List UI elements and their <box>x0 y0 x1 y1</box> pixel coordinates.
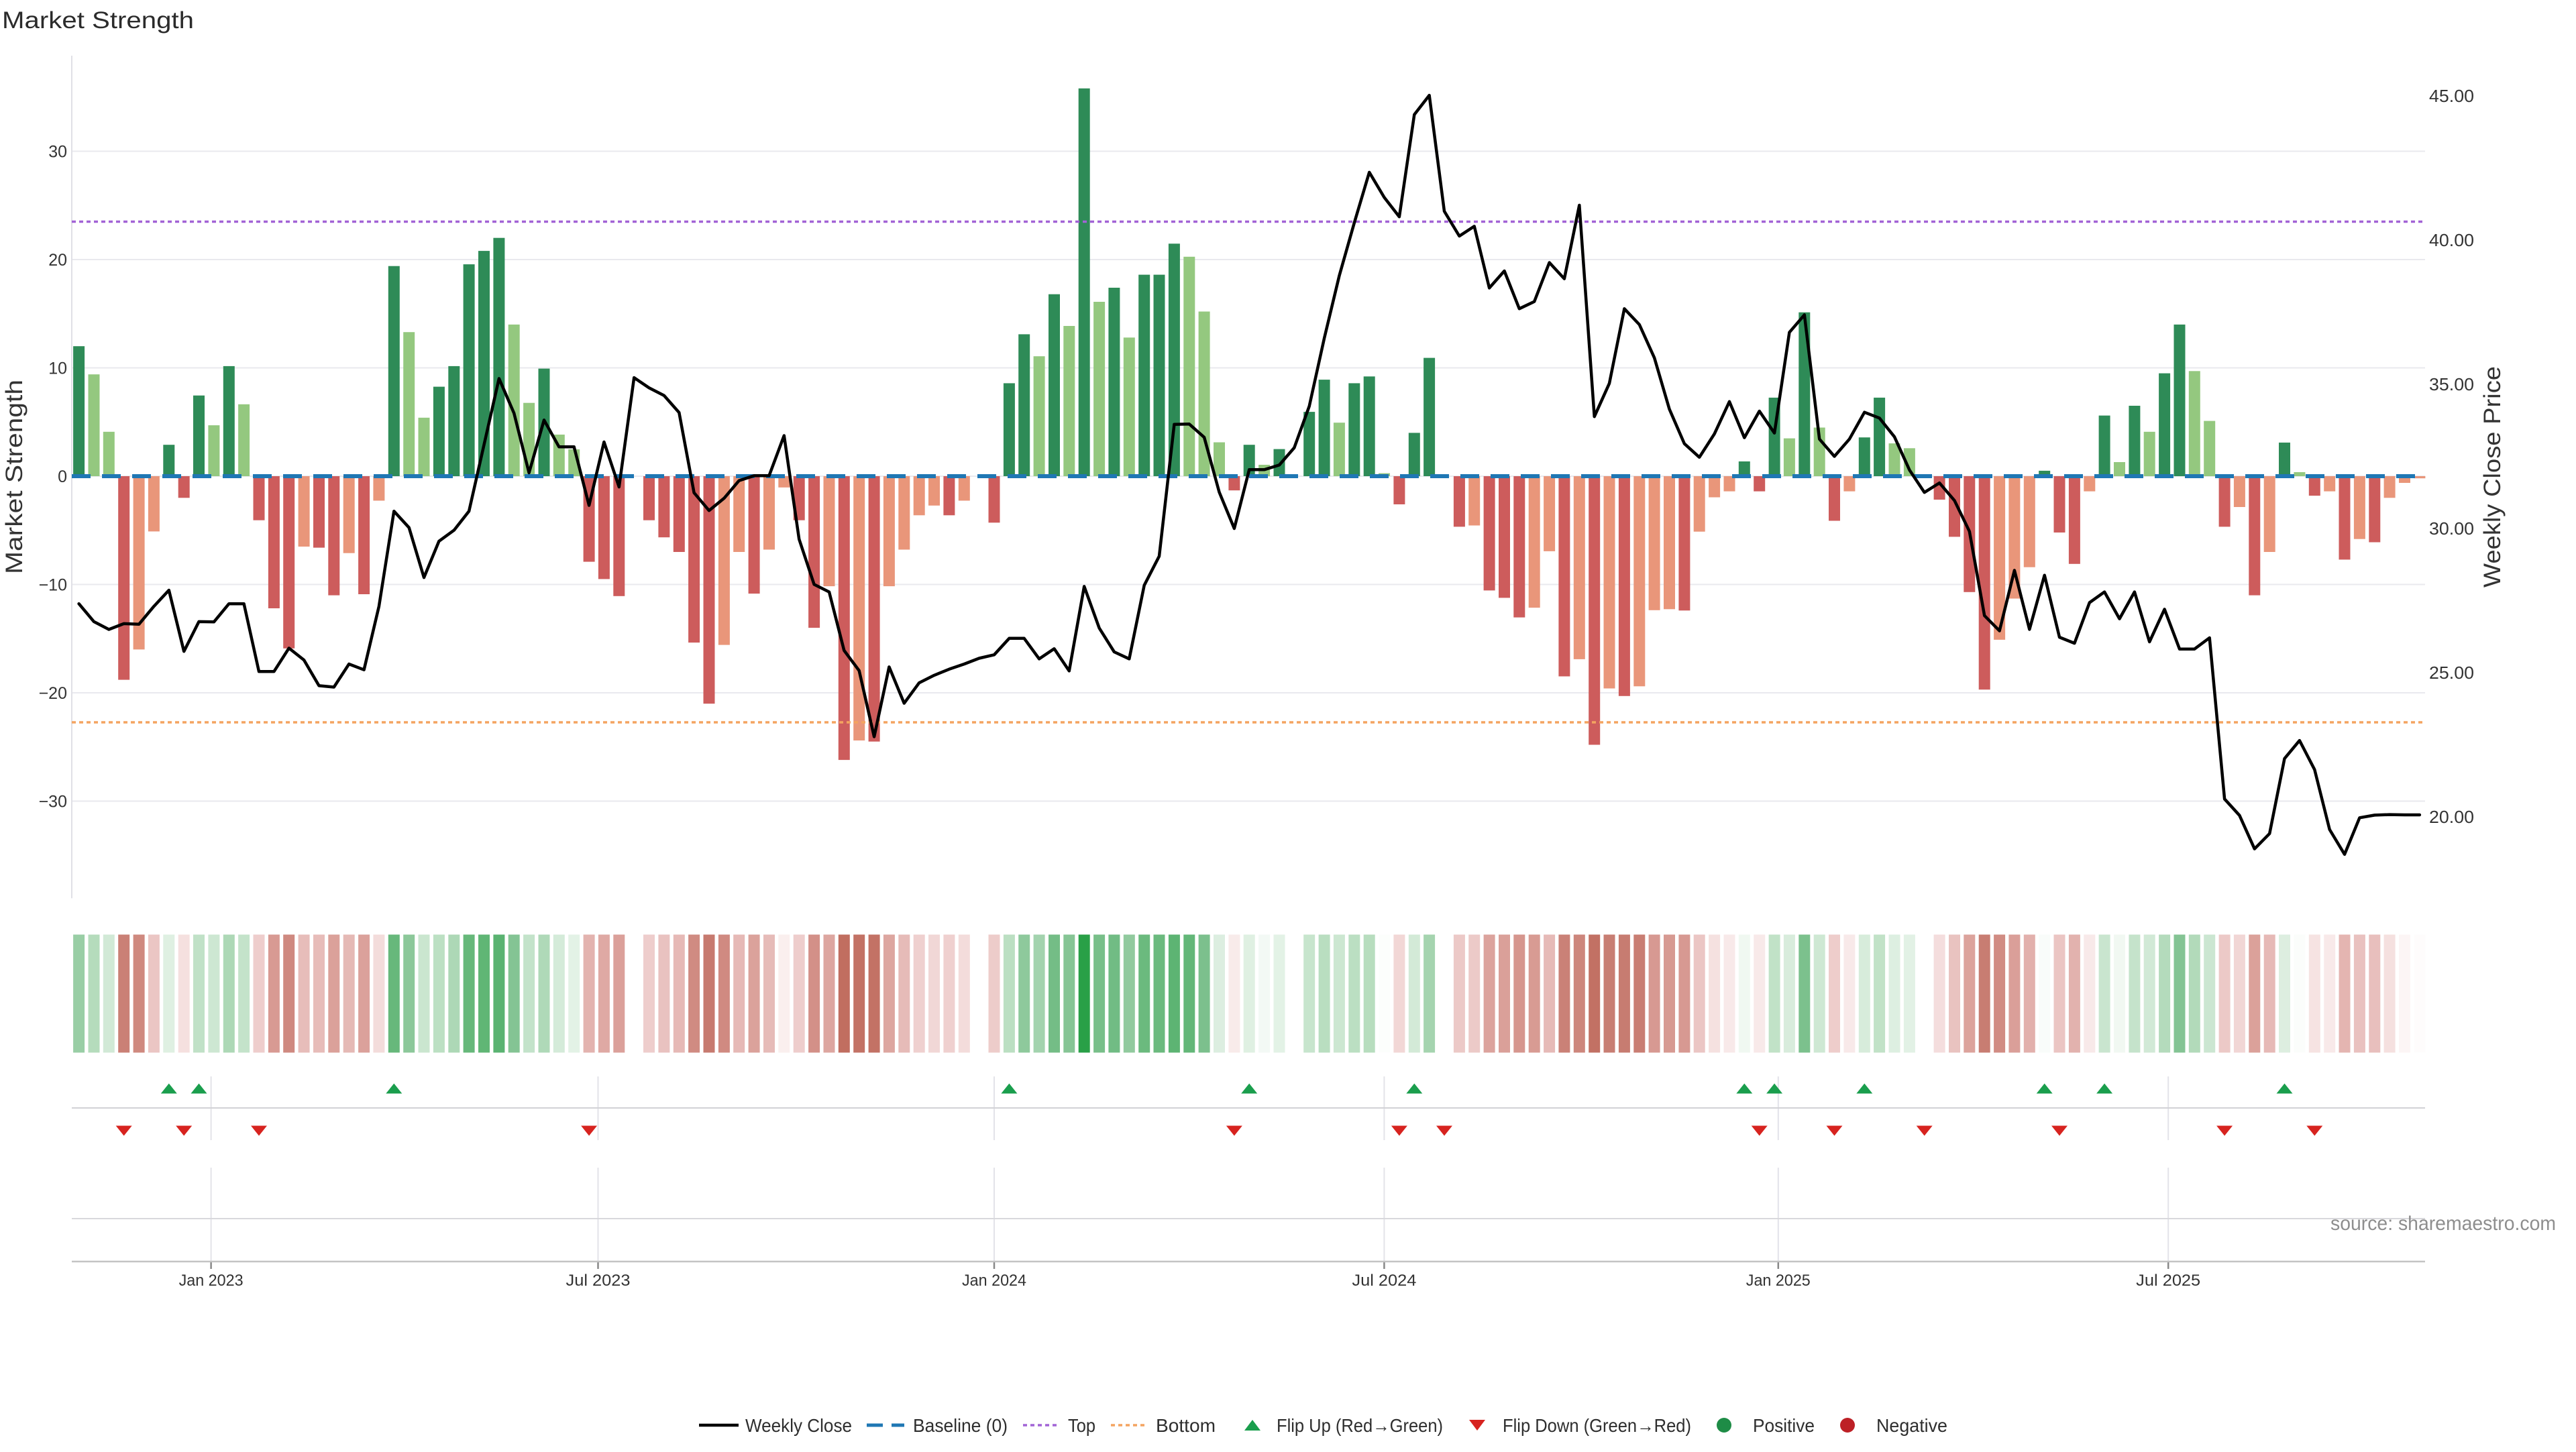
svg-text:Positive: Positive <box>1753 1415 1815 1436</box>
svg-text:Baseline (0): Baseline (0) <box>913 1415 1008 1436</box>
svg-text:30: 30 <box>48 143 67 162</box>
svg-text:35.00: 35.00 <box>2429 376 2474 394</box>
svg-text:−20: −20 <box>39 684 67 703</box>
svg-text:Market Strength: Market Strength <box>1 380 28 574</box>
svg-text:20.00: 20.00 <box>2429 808 2474 827</box>
svg-text:Flip Down (Green→Red): Flip Down (Green→Red) <box>1503 1415 1691 1436</box>
svg-text:Jan 2025: Jan 2025 <box>1746 1272 1811 1290</box>
svg-text:−10: −10 <box>39 576 67 595</box>
svg-text:45.00: 45.00 <box>2429 87 2474 106</box>
svg-text:Flip Up (Red→Green): Flip Up (Red→Green) <box>1277 1415 1443 1436</box>
svg-text:−30: −30 <box>39 793 67 812</box>
svg-text:Bottom: Bottom <box>1156 1415 1216 1436</box>
svg-text:10: 10 <box>48 359 67 378</box>
svg-text:Jan 2024: Jan 2024 <box>962 1272 1026 1290</box>
svg-text:Jan 2023: Jan 2023 <box>179 1272 244 1290</box>
svg-text:Weekly Close Price: Weekly Close Price <box>2479 366 2506 588</box>
svg-text:40.00: 40.00 <box>2429 231 2474 250</box>
svg-text:30.00: 30.00 <box>2429 520 2474 539</box>
svg-text:Jul 2025: Jul 2025 <box>2136 1272 2200 1290</box>
svg-text:Weekly Close: Weekly Close <box>745 1415 852 1436</box>
svg-text:source: sharemaestro.com: source: sharemaestro.com <box>2330 1213 2556 1235</box>
svg-text:Market Strength: Market Strength <box>2 7 194 34</box>
svg-text:Jul 2024: Jul 2024 <box>1352 1272 1416 1290</box>
svg-text:Jul 2023: Jul 2023 <box>566 1272 631 1290</box>
svg-text:Negative: Negative <box>1876 1415 1947 1436</box>
svg-text:Top: Top <box>1068 1415 1095 1436</box>
svg-text:25.00: 25.00 <box>2429 664 2474 683</box>
svg-text:20: 20 <box>48 251 67 270</box>
svg-text:0: 0 <box>58 467 67 486</box>
